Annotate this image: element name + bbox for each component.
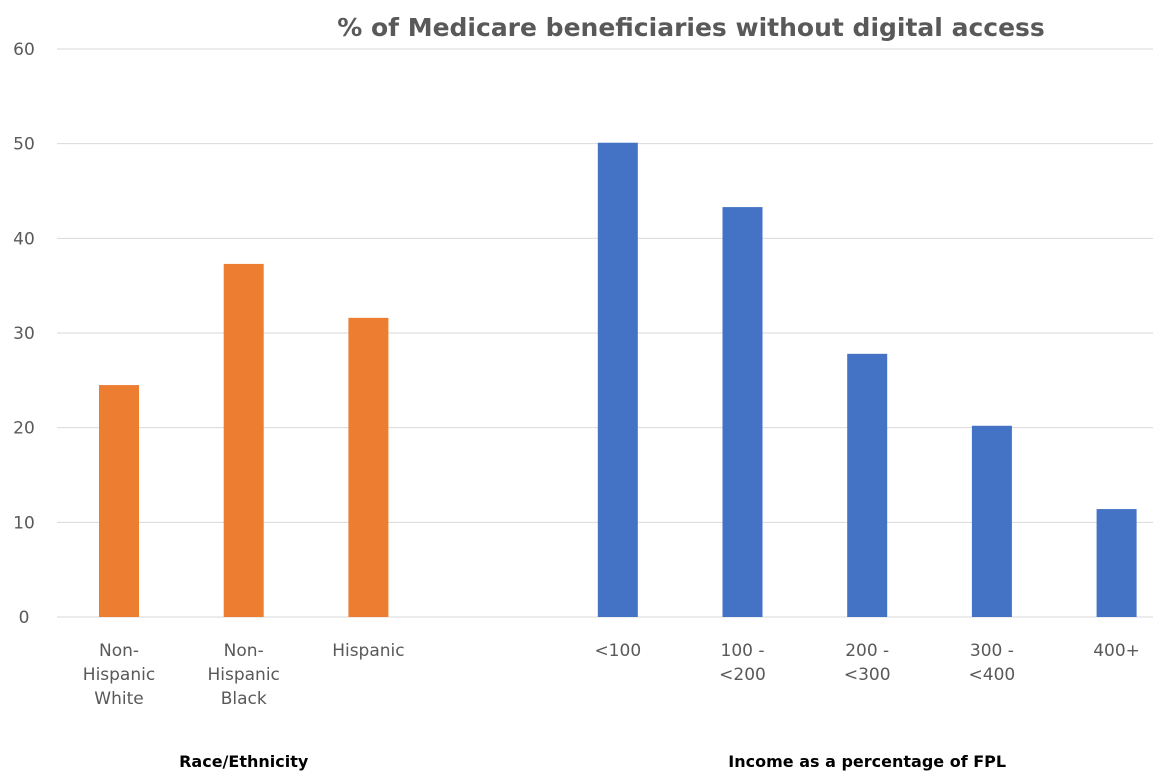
x-category-label: <400 — [969, 665, 1016, 685]
y-tick-label: 20 — [13, 419, 35, 439]
bar — [597, 142, 638, 617]
bar — [722, 207, 763, 618]
x-category-label: Black — [221, 689, 267, 709]
bar — [99, 385, 139, 617]
y-tick-label: 60 — [13, 40, 35, 60]
y-tick-label: 40 — [13, 229, 35, 249]
x-category-label: Hispanic — [83, 665, 155, 685]
group-labels: Race/Ethnicity Income as a percentage of … — [179, 752, 1006, 771]
y-tick-label: 30 — [13, 324, 35, 344]
y-tick-label: 10 — [13, 513, 35, 533]
y-axis-ticks: 0 10 20 30 40 50 60 — [13, 40, 35, 628]
x-category-label: 100 - — [721, 641, 765, 661]
x-category-label: <100 — [594, 641, 641, 661]
x-category-label: 400+ — [1093, 641, 1140, 661]
group-label: Race/Ethnicity — [179, 752, 309, 771]
bar — [847, 353, 888, 617]
x-category-label: 200 - — [845, 641, 889, 661]
x-category-label: <300 — [844, 665, 891, 685]
x-axis-category-labels: Non- Hispanic White Non- Hispanic Black Hispan… — [83, 641, 1140, 709]
bar — [1096, 509, 1137, 617]
chart-title: % of Medicare beneficiaries without digi… — [337, 13, 1045, 42]
x-category-label: Non- — [99, 641, 139, 661]
bar — [348, 317, 389, 617]
bar — [971, 425, 1012, 617]
x-category-label: Non- — [224, 641, 264, 661]
x-category-label: 300 - — [970, 641, 1014, 661]
x-category-label: Hispanic — [207, 665, 279, 685]
y-tick-label: 50 — [13, 135, 35, 155]
y-tick-label: 0 — [19, 608, 30, 628]
x-category-label: <200 — [719, 665, 766, 685]
x-category-label: Hispanic — [332, 641, 404, 661]
bar — [223, 263, 264, 617]
x-category-label: White — [94, 689, 143, 709]
bars — [99, 142, 1137, 618]
group-label: Income as a percentage of FPL — [728, 752, 1006, 771]
